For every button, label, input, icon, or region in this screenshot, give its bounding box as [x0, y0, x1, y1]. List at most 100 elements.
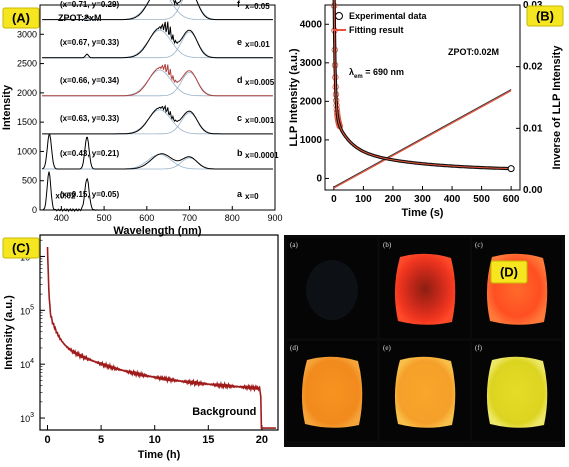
- panel-a-xtick-label: 400: [54, 213, 69, 223]
- panel-d-cell-label: (c): [475, 241, 483, 249]
- panel-d-luminescent-sample: [394, 356, 456, 428]
- panel-b-chart: 0 100 200 300 400 500 600 0 1000 2000 3000 4000 0.00…: [288, 0, 564, 219]
- panel-a-series-line: [41, 134, 273, 170]
- panel-b-inverse-fit-line: [333, 90, 512, 189]
- panel-a-series-line: [42, 63, 273, 97]
- panel-c-chart: 05101520103104105106Time (h)Intensity (a…: [2, 234, 279, 461]
- panel-c-annotation: Background: [192, 406, 256, 418]
- panel-d-cell-label: (e): [383, 344, 391, 352]
- panel-a-series-xvalue: x=0: [245, 192, 259, 201]
- panel-b-xtick-label: 400: [444, 194, 461, 205]
- panel-a-series-letter: d: [237, 75, 243, 85]
- panel-a-series-xvalue: x=0.01: [245, 40, 270, 49]
- panel-a-series-letter: e: [237, 37, 242, 47]
- panel-c-ylabel: Intensity (a.u.): [3, 295, 15, 370]
- panel-b-xtick-label: 200: [385, 194, 402, 205]
- panel-d-cell-label: (a): [290, 241, 298, 249]
- panel-c-xlabel: Time (h): [138, 449, 181, 461]
- panel-c-xtick-label: 5: [98, 434, 104, 446]
- panel-a-series-letter: b: [237, 148, 243, 158]
- panel-b-legend-marker-data: [335, 12, 343, 20]
- panel-a-series-line: [42, 21, 273, 59]
- panel-b-ylabel: LLP Intensity (a.u.): [288, 48, 300, 147]
- panel-d-dark-sample: [306, 260, 358, 320]
- panel-b-annotation: ZPOT:0.02M: [448, 47, 499, 57]
- panel-c-ytick-label: 103: [20, 412, 34, 424]
- panel-b-ytick-label: 0: [316, 173, 322, 184]
- panel-d-image-grid: (a) (b) (c) (d) (e) (f) (D): [284, 235, 565, 447]
- panel-d-luminescent-sample: [301, 356, 363, 428]
- panel-d-luminescent-sample: [486, 356, 548, 428]
- panel-d-cell-label: (d): [290, 344, 299, 352]
- panel-c-xtick-label: 20: [256, 434, 268, 446]
- panel-a-ytick-label: 500: [22, 176, 37, 186]
- panel-a-badge: (A): [12, 11, 30, 26]
- panel-a-ytick-label: 1000: [17, 146, 37, 156]
- panel-a-xtick-label: 600: [139, 213, 154, 223]
- panel-c-ytick-label: 105: [20, 304, 34, 316]
- panel-c-badge: (C): [12, 241, 30, 256]
- panel-a-xtick-label: 700: [182, 213, 197, 223]
- panel-d-badge: (D): [500, 265, 518, 280]
- panel-a-series-coord: (x=0.71, y=0.29): [60, 0, 119, 9]
- panel-c-decay-line: [46, 246, 276, 429]
- panel-b-data-point: [507, 165, 515, 173]
- panel-d-luminescent-sample: [394, 253, 456, 325]
- panel-a-series-xvalue: x=0.005: [245, 78, 275, 87]
- panel-a-xtick-label: 900: [267, 213, 282, 223]
- panel-b-badge: (B): [536, 9, 554, 24]
- panel-b-xtick-label: 500: [473, 194, 490, 205]
- panel-a-series-xvalue: x=0.0001: [245, 151, 279, 160]
- panel-a-series-coord: (x=0.66, y=0.34): [60, 76, 119, 85]
- panel-a-series-coord: (x=0.43, y=0.21): [60, 149, 119, 158]
- panel-a-xtick-label: 500: [97, 213, 112, 223]
- panel-b-fit-curve: [333, 0, 512, 170]
- panel-c-xtick-label: 10: [149, 434, 161, 446]
- panel-a-scale-note: x0.02: [55, 191, 76, 200]
- panel-a-ytick-label: 2500: [17, 59, 37, 69]
- panel-a-chart: 400 500 600 700 800 900 0 500 1000 1500 2000 2500 30…: [1, 0, 283, 237]
- panel-a-ylabel: Intensity: [1, 84, 13, 130]
- panel-b-inverse-data-line: [333, 89, 512, 188]
- panel-a-ytick-label: 2000: [17, 88, 37, 98]
- panel-c-badge-bg: [2, 237, 40, 259]
- panel-a-series-coord: (x=0.63, y=0.33): [60, 114, 119, 123]
- panel-b-y2tick-label: 0.01: [523, 123, 543, 134]
- panel-a-series-letter: c: [237, 113, 242, 123]
- panel-a-ytick-label: 3000: [17, 29, 37, 39]
- panel-a-series-xvalue: x=0.001: [245, 116, 275, 125]
- panel-a-xlabel: Wavelength (nm): [113, 225, 202, 237]
- panel-b-legend-fit: Fitting result: [349, 25, 404, 35]
- panel-a-series-line: [42, 0, 273, 21]
- panel-a-series-coord: (x=0.15, y=0.05): [60, 190, 119, 199]
- panel-b-ytick-label: 3000: [300, 58, 323, 69]
- panel-b-xtick-label: 600: [503, 194, 520, 205]
- panel-a-title: ZPOT:2xM: [58, 13, 102, 23]
- panel-b-y2tick-label: 0.02: [523, 62, 543, 73]
- panel-b-xtick-label: 0: [331, 194, 337, 205]
- panel-b-xtick-label: 100: [355, 194, 372, 205]
- panel-c-frame: [39, 234, 279, 431]
- panel-d-badge-bg: [490, 260, 528, 284]
- panel-b-ytick-label: 1000: [300, 135, 323, 146]
- panel-a-series-line: [42, 104, 273, 135]
- panel-d-cell-label: (f): [475, 344, 483, 352]
- panel-a-ytick-label: 1500: [17, 117, 37, 127]
- panel-b-ytick-label: 2000: [300, 96, 323, 107]
- panel-a-frame: [39, 4, 276, 211]
- panel-b-y2tick-label: 0.00: [523, 185, 543, 196]
- panel-a-xtick-label: 800: [225, 213, 240, 223]
- panel-a-series-coord: (x=0.67, y=0.33): [60, 38, 119, 47]
- panel-c-ytick-label: 104: [20, 358, 34, 370]
- panel-a-series-letter: a: [237, 189, 243, 199]
- panel-a-ytick-label: 0: [32, 205, 37, 215]
- panel-c-xtick-label: 15: [202, 434, 214, 446]
- panel-b-lambda: λem = 690 nm: [349, 67, 404, 80]
- panel-b-xlabel: Time (s): [402, 207, 444, 219]
- panel-a-series-xvalue: x=0.05: [245, 2, 270, 11]
- panel-b-ytick-label: 4000: [300, 19, 323, 30]
- panel-a-series-line: [41, 171, 273, 213]
- panel-b-y2label: Inverse of LLP Intensity: [551, 45, 563, 170]
- panel-d-cell-label: (b): [383, 241, 392, 249]
